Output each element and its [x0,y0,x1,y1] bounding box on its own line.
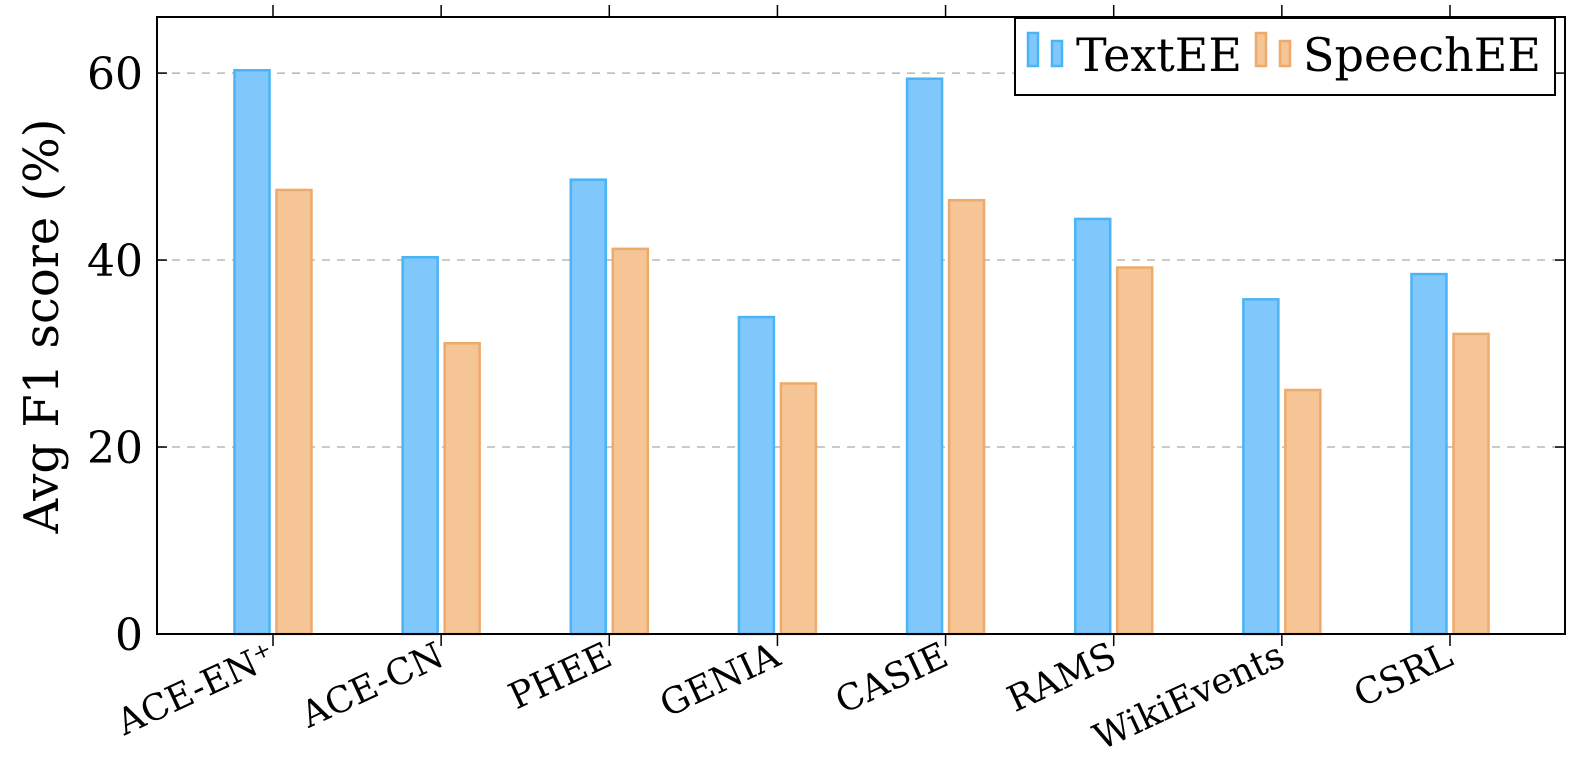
bar-speechee-7 [1452,332,1490,636]
y-tick-label: 60 [87,49,143,100]
bar-speechee-6 [1284,388,1322,636]
bar-textee-6 [1242,298,1280,636]
bar-speechee-2 [611,247,650,636]
y-tick-label: 20 [87,423,143,474]
x-tick-label: WikiEvents [1087,635,1290,759]
bar-textee-5 [1073,217,1112,636]
bar-speechee-4 [947,198,986,636]
x-tick-label: CSRL [1348,635,1459,716]
bar-textee-4 [905,77,944,636]
y-tick-label: 0 [115,610,143,661]
x-tick-labels: ACE-EN⁺ ACE-CN PHEE GENIA CASIE RAMSWikiEvent… [110,635,1459,759]
bar-textee-0 [233,69,271,636]
bar-speechee-3 [779,382,818,636]
axis-ticks [157,5,1565,646]
bar-textee-7 [1410,272,1448,636]
legend-swatch-textee [1050,39,1064,68]
bar-speechee-1 [443,342,481,636]
legend-swatch-speechee [1278,39,1292,68]
x-tick-label: GENIA [654,635,787,726]
bar-speechee-0 [275,188,313,636]
y-tick-labels: 0 20 40 60 [87,49,143,661]
x-tick-label: RAMS [1001,635,1122,721]
legend: TextEE SpeechEE [1014,17,1556,96]
legend-label-speechee: SpeechEE [1303,28,1541,82]
bar-textee-3 [737,315,776,636]
bar-textee-2 [569,178,608,636]
x-tick-label: ACE-CN [294,635,450,737]
legend-swatch-textee [1026,31,1040,68]
legend-label-textee: TextEE [1076,28,1242,82]
legend-swatch-speechee [1254,31,1268,68]
bar-textee-1 [401,256,439,636]
x-tick-label: PHEE [503,635,618,718]
y-tick-label: 40 [87,236,143,287]
x-tick-label: CASIE [829,635,954,722]
bars [233,69,1490,636]
plot-frame [156,16,1566,635]
bar-speechee-5 [1115,266,1154,636]
grid-lines [157,72,1565,448]
y-axis-label: Avg F1 score (%) [14,118,70,534]
